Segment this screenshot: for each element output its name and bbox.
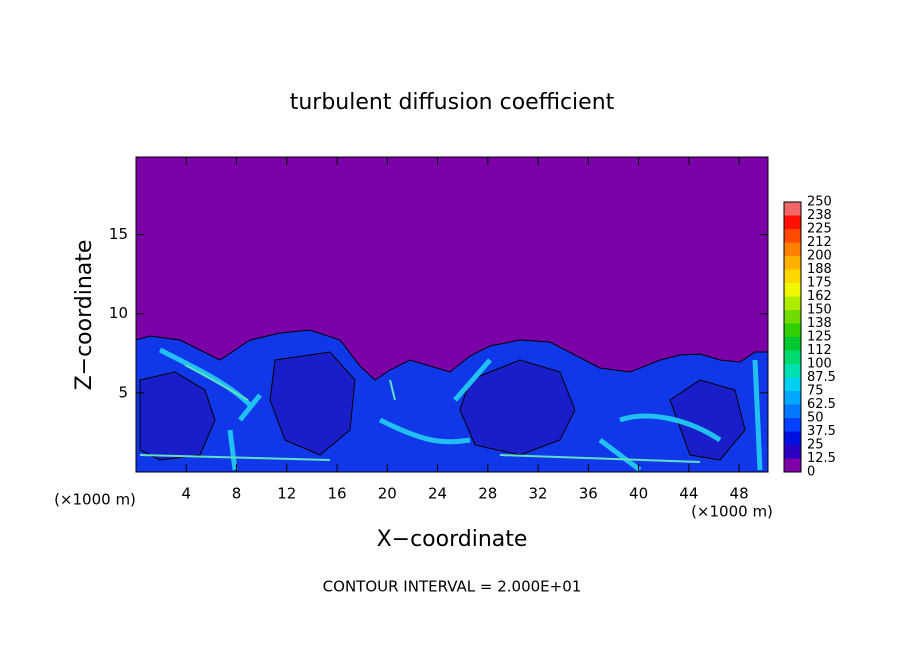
colorbar-label: 125 bbox=[807, 330, 832, 345]
colorbar-band bbox=[784, 337, 801, 351]
x-tick-label: 48 bbox=[730, 485, 749, 503]
chart-title: turbulent diffusion coefficient bbox=[290, 90, 615, 115]
x-tick-label: 8 bbox=[232, 485, 242, 503]
field-core bbox=[139, 351, 746, 461]
colorbar-label: 250 bbox=[807, 195, 832, 210]
x-tick-label: 36 bbox=[579, 485, 598, 503]
y-unit-right: (×1000 m) bbox=[691, 503, 773, 521]
colorbar-label: 225 bbox=[807, 222, 832, 237]
colorbar-label: 100 bbox=[807, 357, 832, 372]
colorbar-label: 12.5 bbox=[807, 451, 836, 466]
colorbar-band bbox=[784, 350, 801, 364]
colorbar-label: 112 bbox=[807, 343, 832, 358]
x-unit: (×1000 m) bbox=[54, 491, 136, 509]
colorbar-band bbox=[784, 391, 801, 405]
colorbar-label: 75 bbox=[807, 384, 824, 399]
colorbar-band bbox=[784, 364, 801, 378]
colorbar-band bbox=[784, 269, 801, 283]
colorbar-band bbox=[784, 445, 801, 459]
colorbar-band bbox=[784, 229, 801, 243]
colorbar-band bbox=[784, 431, 801, 445]
colorbar-label: 212 bbox=[807, 235, 832, 250]
colorbar-label: 138 bbox=[807, 316, 832, 331]
x-tick-label: 16 bbox=[327, 485, 346, 503]
colorbar-label: 25 bbox=[807, 438, 824, 453]
colorbar-band bbox=[784, 256, 801, 270]
colorbar-band bbox=[784, 377, 801, 391]
colorbar-band bbox=[784, 283, 801, 297]
plot-frame bbox=[135, 156, 769, 473]
colorbar-band bbox=[784, 202, 801, 216]
x-axis-label: X−coordinate bbox=[377, 527, 528, 552]
x-tick-label: 4 bbox=[181, 485, 191, 503]
colorbar-label: 62.5 bbox=[807, 397, 836, 412]
y-tick-label: 5 bbox=[118, 383, 128, 401]
field-streak-thin bbox=[139, 364, 701, 463]
colorbar-label: 87.5 bbox=[807, 370, 836, 385]
colorbar-label: 162 bbox=[807, 289, 832, 304]
colorbar-band bbox=[784, 323, 801, 337]
colorbar-band bbox=[784, 404, 801, 418]
x-tick-label: 32 bbox=[529, 485, 548, 503]
colorbar-band bbox=[784, 310, 801, 324]
colorbar-band bbox=[784, 458, 801, 472]
x-tick-label: 44 bbox=[679, 485, 698, 503]
x-tick-label: 12 bbox=[277, 485, 296, 503]
colorbar-band bbox=[784, 242, 801, 256]
colorbar-band bbox=[784, 418, 801, 432]
x-tick-label: 28 bbox=[478, 485, 497, 503]
field-streak bbox=[158, 347, 763, 472]
colorbar-label: 175 bbox=[807, 276, 832, 291]
y-axis-label: Z−coordinate bbox=[72, 240, 97, 391]
colorbar-frame bbox=[783, 201, 802, 473]
colorbar-label: 50 bbox=[807, 411, 824, 426]
y-tick-label: 15 bbox=[109, 225, 128, 243]
x-tick-label: 24 bbox=[428, 485, 447, 503]
contour-note: CONTOUR INTERVAL = 2.000E+01 bbox=[323, 578, 582, 596]
x-tick-label: 40 bbox=[629, 485, 648, 503]
colorbar-band bbox=[784, 215, 801, 229]
y-tick-label: 10 bbox=[109, 304, 128, 322]
field bbox=[136, 157, 768, 472]
colorbar-label: 150 bbox=[807, 303, 832, 318]
colorbar-label: 37.5 bbox=[807, 424, 836, 439]
colorbar-label: 200 bbox=[807, 249, 832, 264]
colorbar-label: 238 bbox=[807, 208, 832, 223]
colorbar-band bbox=[784, 296, 801, 310]
colorbar-label: 188 bbox=[807, 262, 832, 277]
x-tick-label: 20 bbox=[378, 485, 397, 503]
colorbar-label: 0 bbox=[807, 465, 815, 480]
